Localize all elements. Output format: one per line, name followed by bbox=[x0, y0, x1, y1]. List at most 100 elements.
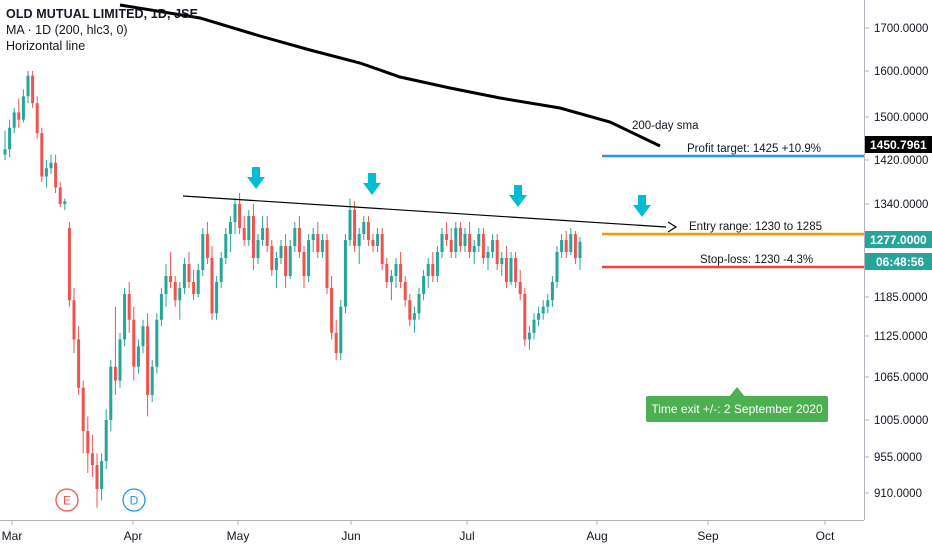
candle[interactable] bbox=[449, 228, 453, 258]
resistance-trendline[interactable] bbox=[182, 195, 667, 228]
candle[interactable] bbox=[67, 222, 71, 307]
candle[interactable] bbox=[518, 270, 522, 301]
candle[interactable] bbox=[3, 130, 7, 160]
candle[interactable] bbox=[224, 228, 228, 264]
candle[interactable] bbox=[17, 98, 21, 128]
candle[interactable] bbox=[233, 198, 237, 235]
candle[interactable] bbox=[297, 216, 301, 258]
candle[interactable] bbox=[63, 198, 67, 211]
candle[interactable] bbox=[509, 252, 513, 285]
candle[interactable] bbox=[141, 319, 145, 354]
candle[interactable] bbox=[569, 228, 573, 255]
candle[interactable] bbox=[504, 246, 508, 288]
candle[interactable] bbox=[279, 240, 283, 264]
candle[interactable] bbox=[546, 294, 550, 314]
candle[interactable] bbox=[215, 276, 219, 320]
candle[interactable] bbox=[550, 276, 554, 307]
candle[interactable] bbox=[54, 154, 58, 193]
candle[interactable] bbox=[35, 96, 39, 139]
candle[interactable] bbox=[247, 210, 251, 246]
candle[interactable] bbox=[325, 234, 329, 294]
candle[interactable] bbox=[113, 306, 117, 395]
candle[interactable] bbox=[178, 282, 182, 320]
candle[interactable] bbox=[463, 228, 467, 252]
candle[interactable] bbox=[261, 216, 265, 246]
candle[interactable] bbox=[399, 252, 403, 288]
candle[interactable] bbox=[537, 306, 541, 327]
candle[interactable] bbox=[90, 434, 94, 477]
time-exit-callout[interactable]: Time exit +/-: 2 September 2020 bbox=[646, 387, 828, 422]
candle[interactable] bbox=[86, 416, 90, 473]
candle[interactable] bbox=[21, 89, 25, 123]
candle[interactable] bbox=[196, 264, 200, 297]
candle[interactable] bbox=[477, 228, 481, 252]
candle[interactable] bbox=[403, 276, 407, 307]
candle[interactable] bbox=[136, 339, 140, 374]
candle[interactable] bbox=[164, 264, 168, 307]
candle[interactable] bbox=[169, 252, 173, 288]
candle[interactable] bbox=[192, 270, 196, 301]
candle[interactable] bbox=[123, 288, 127, 347]
candle[interactable] bbox=[481, 228, 485, 264]
candle[interactable] bbox=[357, 228, 361, 264]
candle[interactable] bbox=[578, 237, 582, 270]
candle[interactable] bbox=[284, 234, 288, 288]
candle[interactable] bbox=[417, 288, 421, 320]
candle[interactable] bbox=[486, 246, 490, 270]
candle[interactable] bbox=[8, 119, 12, 158]
candle[interactable] bbox=[302, 246, 306, 288]
candle[interactable] bbox=[95, 453, 99, 508]
candle[interactable] bbox=[182, 258, 186, 294]
drawing-label[interactable]: Horizontal line bbox=[6, 39, 86, 53]
candle[interactable] bbox=[159, 288, 163, 327]
candle[interactable] bbox=[385, 258, 389, 288]
candle[interactable] bbox=[560, 234, 564, 258]
candle[interactable] bbox=[251, 204, 255, 270]
candle[interactable] bbox=[293, 222, 297, 252]
candle[interactable] bbox=[440, 228, 444, 258]
candle[interactable] bbox=[472, 240, 476, 264]
candle[interactable] bbox=[458, 222, 462, 252]
candle[interactable] bbox=[210, 246, 214, 320]
candle[interactable] bbox=[118, 332, 122, 388]
candle[interactable] bbox=[362, 216, 366, 240]
candle[interactable] bbox=[500, 252, 504, 276]
candle[interactable] bbox=[256, 234, 260, 264]
candle[interactable] bbox=[274, 252, 278, 288]
candle[interactable] bbox=[100, 453, 104, 501]
candle[interactable] bbox=[523, 288, 527, 347]
candle[interactable] bbox=[339, 300, 343, 360]
earnings-marker[interactable]: E bbox=[55, 488, 79, 512]
candle[interactable] bbox=[394, 258, 398, 288]
candle[interactable] bbox=[77, 326, 81, 395]
indicator-label[interactable]: MA · 1D (200, hlc3, 0) bbox=[6, 23, 128, 37]
candle[interactable] bbox=[127, 282, 131, 333]
candle[interactable] bbox=[316, 222, 320, 258]
candle[interactable] bbox=[514, 252, 518, 288]
candle[interactable] bbox=[555, 246, 559, 288]
candle[interactable] bbox=[201, 228, 205, 276]
candle[interactable] bbox=[495, 234, 499, 270]
candle[interactable] bbox=[228, 216, 232, 252]
candle[interactable] bbox=[320, 234, 324, 258]
candle[interactable] bbox=[12, 107, 16, 134]
candle[interactable] bbox=[173, 276, 177, 307]
candle[interactable] bbox=[44, 160, 48, 188]
candle[interactable] bbox=[366, 216, 370, 246]
candle[interactable] bbox=[132, 306, 136, 381]
candle[interactable] bbox=[219, 252, 223, 288]
candle[interactable] bbox=[573, 231, 577, 264]
candle[interactable] bbox=[431, 252, 435, 282]
candle[interactable] bbox=[445, 222, 449, 246]
candle[interactable] bbox=[40, 127, 44, 182]
candle[interactable] bbox=[422, 270, 426, 301]
symbol-title[interactable]: OLD MUTUAL LIMITED, 1D, JSE bbox=[6, 7, 199, 21]
candle[interactable] bbox=[205, 222, 209, 264]
candle[interactable] bbox=[426, 258, 430, 288]
dividend-marker[interactable]: D bbox=[122, 488, 146, 512]
candle[interactable] bbox=[353, 201, 357, 252]
candle[interactable] bbox=[380, 228, 384, 270]
candle[interactable] bbox=[187, 252, 191, 288]
candle[interactable] bbox=[81, 380, 85, 454]
